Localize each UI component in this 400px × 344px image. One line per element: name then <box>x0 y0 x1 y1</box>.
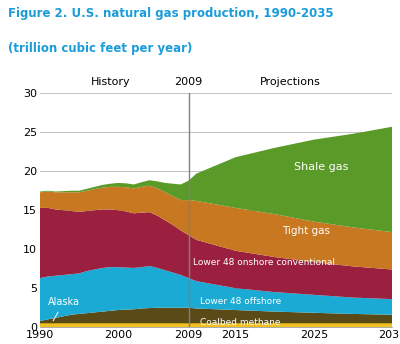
Text: Lower 48 offshore: Lower 48 offshore <box>200 297 282 307</box>
Text: Alaska: Alaska <box>48 297 80 321</box>
Text: Tight gas: Tight gas <box>282 226 330 236</box>
Text: 2009: 2009 <box>174 77 203 87</box>
Text: (trillion cubic feet per year): (trillion cubic feet per year) <box>8 42 192 55</box>
Text: Figure 2. U.S. natural gas production, 1990-2035: Figure 2. U.S. natural gas production, 1… <box>8 8 334 20</box>
Text: Lower 48 onshore conventional: Lower 48 onshore conventional <box>192 258 334 267</box>
Text: Coalbed methane: Coalbed methane <box>200 318 281 326</box>
Text: History: History <box>90 77 130 87</box>
Text: Projections: Projections <box>260 77 321 87</box>
Text: Shale gas: Shale gas <box>294 162 349 172</box>
